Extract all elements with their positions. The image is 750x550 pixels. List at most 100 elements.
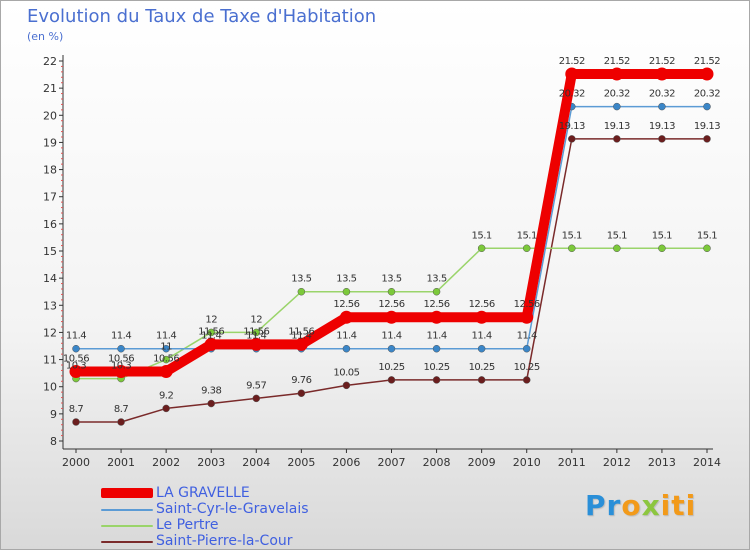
data-point-la-gravelle-2005 xyxy=(294,337,308,351)
data-point-saint-pierre-la-cour-2000 xyxy=(72,418,80,426)
legend-label-le-pertre: Le Pertre xyxy=(156,517,219,533)
x-tick-label-2000: 2000 xyxy=(62,456,90,469)
data-label-la-gravelle-2004: 11.56 xyxy=(243,326,269,337)
data-label-saint-pierre-la-cour-2008: 10.25 xyxy=(424,362,450,373)
x-tick-label-2004: 2004 xyxy=(242,456,270,469)
x-tick-label-2013: 2013 xyxy=(648,456,676,469)
data-label-saint-pierre-la-cour-2007: 10.25 xyxy=(378,362,404,373)
y-tick-label-13: 13 xyxy=(43,299,57,312)
data-point-saint-cyr-le-gravelais-2008 xyxy=(432,344,441,353)
data-label-saint-pierre-la-cour-2011: 19.13 xyxy=(559,121,585,132)
data-label-le-pertre-2002: 11 xyxy=(160,342,172,353)
data-label-le-pertre-2005: 13.5 xyxy=(291,274,311,285)
x-tick-label-2009: 2009 xyxy=(468,456,496,469)
data-label-le-pertre-2012: 15.1 xyxy=(607,230,627,241)
data-label-saint-cyr-le-gravelais-2005: 11.4 xyxy=(291,331,311,342)
y-tick-label-19: 19 xyxy=(43,136,57,149)
data-point-saint-cyr-le-gravelais-2001 xyxy=(117,344,125,353)
y-tick-label-15: 15 xyxy=(43,245,57,258)
data-point-saint-pierre-la-cour-2001 xyxy=(117,418,125,426)
data-point-le-pertre-2003 xyxy=(207,328,215,337)
data-label-le-pertre-2009: 15.1 xyxy=(472,230,492,241)
data-point-saint-cyr-le-gravelais-2012 xyxy=(613,102,621,111)
data-label-saint-cyr-le-gravelais-2004: 11.4 xyxy=(246,331,266,342)
legend-label-saint-pierre: Saint-Pierre-la-Cour xyxy=(156,533,293,549)
logo-part-2: o xyxy=(621,489,642,522)
chart-unit-label: (en %) xyxy=(27,30,64,43)
data-label-la-gravelle-2000: 10.56 xyxy=(63,354,89,365)
data-point-la-gravelle-2012 xyxy=(610,67,624,81)
y-tick-label-18: 18 xyxy=(43,164,57,177)
chart-data-labels: 8.7 8.7 9.2 9.38 9.57 9.76 10.05 10.25 10.25 10.2… xyxy=(63,56,721,415)
data-point-saint-pierre-la-cour-2003 xyxy=(207,399,215,408)
data-point-la-gravelle-2004 xyxy=(249,337,263,351)
data-point-saint-pierre-la-cour-2010 xyxy=(522,376,531,384)
data-label-saint-pierre-la-cour-2002: 9.2 xyxy=(159,390,174,401)
data-label-saint-cyr-le-gravelais-2013: 20.32 xyxy=(649,89,675,100)
data-point-saint-pierre-la-cour-2014 xyxy=(703,135,711,143)
data-label-le-pertre-2007: 13.5 xyxy=(381,274,401,285)
x-tick-label-2011: 2011 xyxy=(558,456,586,469)
x-tick-label-2008: 2008 xyxy=(423,456,451,469)
data-point-saint-pierre-la-cour-2005 xyxy=(297,389,306,397)
data-point-saint-pierre-la-cour-2009 xyxy=(477,376,486,384)
x-tick-label-2010: 2010 xyxy=(513,456,541,469)
data-label-la-gravelle-2009: 12.56 xyxy=(469,299,495,310)
data-point-la-gravelle-2008 xyxy=(430,310,444,324)
data-label-la-gravelle-2008: 12.56 xyxy=(424,299,450,310)
data-point-la-gravelle-2007 xyxy=(385,310,398,324)
legend-swatch-le-pertre xyxy=(101,525,153,527)
y-tick-label-21: 21 xyxy=(43,82,57,95)
data-point-le-pertre-2008 xyxy=(432,287,441,296)
data-point-saint-pierre-la-cour-2013 xyxy=(658,135,666,143)
data-point-la-gravelle-2002 xyxy=(159,365,173,379)
data-point-la-gravelle-2009 xyxy=(475,310,489,324)
logo-part-4: iti xyxy=(660,489,697,522)
data-label-le-pertre-2000: 10.3 xyxy=(66,361,86,372)
y-tick-label-12: 12 xyxy=(43,326,57,339)
data-label-la-gravelle-2003: 11.56 xyxy=(198,326,224,337)
data-label-saint-cyr-le-gravelais-2002: 11.4 xyxy=(156,331,176,342)
y-tick-label-11: 11 xyxy=(43,354,57,367)
data-point-saint-cyr-le-gravelais-2000 xyxy=(72,344,80,353)
data-label-la-gravelle-2011: 21.52 xyxy=(559,56,585,67)
data-point-le-pertre-2012 xyxy=(613,244,621,253)
data-point-saint-cyr-le-gravelais-2009 xyxy=(477,344,486,353)
data-point-saint-cyr-le-gravelais-2010 xyxy=(522,344,531,353)
x-tick-label-2003: 2003 xyxy=(197,456,225,469)
data-label-saint-cyr-le-gravelais-2011: 20.32 xyxy=(559,89,585,100)
data-point-saint-pierre-la-cour-2012 xyxy=(613,135,621,143)
data-label-saint-pierre-la-cour-2013: 19.13 xyxy=(649,121,675,132)
data-point-la-gravelle-2001 xyxy=(114,365,128,379)
data-label-saint-cyr-le-gravelais-2010: 11.4 xyxy=(517,331,537,342)
data-label-le-pertre-2003: 12 xyxy=(205,314,217,325)
data-point-saint-cyr-le-gravelais-2007 xyxy=(387,344,396,353)
data-point-le-pertre-2007 xyxy=(387,287,396,296)
logo-part-1: Pr xyxy=(585,489,622,522)
data-point-le-pertre-2002 xyxy=(162,355,170,364)
data-point-la-gravelle-2013 xyxy=(655,67,669,81)
data-label-saint-cyr-le-gravelais-2001: 11.4 xyxy=(111,331,131,342)
x-tick-label-2005: 2005 xyxy=(287,456,315,469)
data-point-saint-cyr-le-gravelais-2006 xyxy=(342,344,351,353)
data-point-saint-pierre-la-cour-2004 xyxy=(252,394,261,403)
y-tick-label-8: 8 xyxy=(50,435,57,448)
data-point-saint-pierre-la-cour-2008 xyxy=(432,376,441,384)
y-tick-label-17: 17 xyxy=(43,191,57,204)
y-tick-label-10: 10 xyxy=(43,381,57,394)
data-label-le-pertre-2008: 13.5 xyxy=(426,274,446,285)
series-line-la-gravelle xyxy=(71,69,712,377)
data-label-saint-pierre-la-cour-2012: 19.13 xyxy=(604,121,630,132)
data-label-le-pertre-2004: 12 xyxy=(250,314,262,325)
x-tick-label-2012: 2012 xyxy=(603,456,631,469)
data-point-la-gravelle-2010 xyxy=(520,310,534,324)
data-label-la-gravelle-2007: 12.56 xyxy=(378,299,404,310)
data-label-saint-cyr-le-gravelais-2009: 11.4 xyxy=(472,331,492,342)
data-point-le-pertre-2006 xyxy=(342,287,351,296)
data-point-saint-cyr-le-gravelais-2002 xyxy=(162,344,170,353)
legend-swatch-saint-pierre xyxy=(101,541,153,543)
x-tick-label-2002: 2002 xyxy=(152,456,180,469)
data-point-saint-cyr-le-gravelais-2014 xyxy=(703,102,711,111)
data-label-le-pertre-2006: 13.5 xyxy=(336,274,356,285)
